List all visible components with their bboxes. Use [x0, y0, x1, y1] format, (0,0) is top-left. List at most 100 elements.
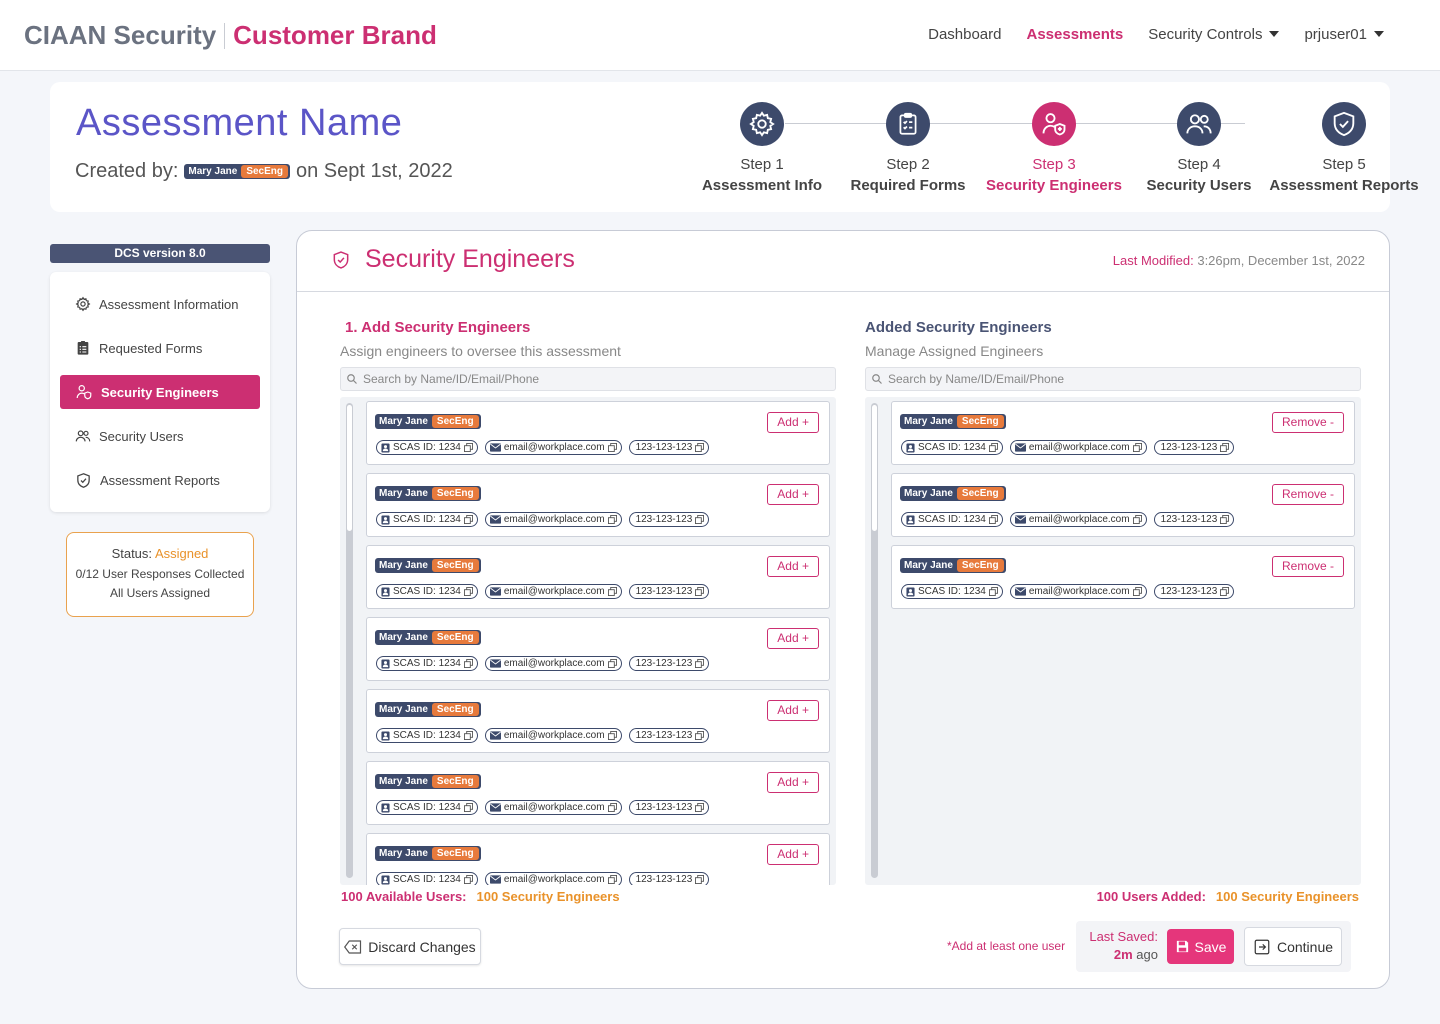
copy-icon [1220, 515, 1230, 524]
save-button[interactable]: Save [1167, 929, 1234, 964]
phone-chip[interactable]: 123-123-123 [628, 512, 710, 527]
email-chip[interactable]: email@workplace.com [1009, 512, 1147, 527]
remove-button[interactable]: Remove - [1271, 412, 1344, 433]
add-button[interactable]: Add + [767, 628, 819, 649]
step-4-label: Security Users [1146, 177, 1252, 194]
email-chip[interactable]: email@workplace.com [484, 728, 622, 743]
sidebar-item-assessment-reports[interactable]: Assessment Reports [60, 463, 260, 497]
step-3[interactable]: Step 3 Security Engineers [979, 102, 1129, 194]
id-chip[interactable]: SCAS ID: 1234 [376, 584, 478, 599]
email-chip[interactable]: email@workplace.com [484, 512, 622, 527]
step-1-label: Assessment Info [701, 177, 823, 194]
person-name: Mary Jane [379, 416, 428, 427]
add-button[interactable]: Add + [767, 556, 819, 577]
status-value: Assigned [154, 546, 209, 561]
scrollbar-thumb[interactable] [872, 405, 877, 531]
copy-icon [988, 443, 998, 452]
mail-icon [489, 587, 501, 596]
added-search-input[interactable]: Search by Name/ID/Email/Phone [865, 367, 1361, 391]
added-list: Mary Jane SecEng Remove - SCAS ID: 1234 emai… [865, 397, 1361, 885]
available-count: 100 Available Users: 100 Security Enginee… [341, 889, 620, 904]
available-count-label: 100 Available Users: [341, 889, 467, 904]
step-4[interactable]: Step 4 Security Users [1124, 102, 1274, 194]
step-5[interactable]: Step 5 Assessment Reports [1269, 102, 1419, 194]
sidebar-item-assessment-information[interactable]: Assessment Information [60, 287, 260, 321]
phone-chip[interactable]: 123-123-123 [628, 656, 710, 671]
step-2[interactable]: Step 2 Required Forms [833, 102, 983, 194]
available-count-value: 100 Security Engineers [476, 889, 620, 904]
nav-assessments[interactable]: Assessments [1026, 26, 1124, 43]
person-details: SCAS ID: 1234 email@workplace.com 123-123-… [901, 512, 1235, 527]
available-search-input[interactable]: Search by Name/ID/Email/Phone [340, 367, 836, 391]
mail-icon [1014, 587, 1026, 596]
phone-chip[interactable]: 123-123-123 [628, 728, 710, 743]
id-chip[interactable]: SCAS ID: 1234 [376, 656, 478, 671]
nav-user-menu[interactable]: prjuser01 [1304, 26, 1384, 43]
phone-chip[interactable]: 123-123-123 [628, 584, 710, 599]
id-chip[interactable]: SCAS ID: 1234 [376, 728, 478, 743]
email-chip[interactable]: email@workplace.com [484, 872, 622, 885]
person-phone: 123-123-123 [635, 442, 693, 453]
id-chip[interactable]: SCAS ID: 1234 [376, 440, 478, 455]
phone-chip[interactable]: 123-123-123 [1153, 440, 1235, 455]
add-button[interactable]: Add + [767, 412, 819, 433]
person-email: email@workplace.com [503, 586, 605, 597]
email-chip[interactable]: email@workplace.com [484, 656, 622, 671]
person-details: SCAS ID: 1234 email@workplace.com 123-123-… [901, 440, 1235, 455]
search-icon [872, 374, 882, 384]
continue-label: Continue [1276, 938, 1334, 955]
copy-icon [1132, 587, 1142, 596]
sidebar-item-security-users[interactable]: Security Users [60, 419, 260, 453]
save-label: Save [1194, 938, 1227, 955]
email-chip[interactable]: email@workplace.com [1009, 440, 1147, 455]
nav-dashboard[interactable]: Dashboard [928, 26, 1002, 43]
scrollbar[interactable] [346, 403, 353, 878]
sidebar-item-requested-forms[interactable]: Requested Forms [60, 331, 260, 365]
id-chip[interactable]: SCAS ID: 1234 [376, 800, 478, 815]
continue-button[interactable]: Continue [1244, 927, 1342, 966]
phone-chip[interactable]: 123-123-123 [1153, 584, 1235, 599]
person-role: SecEng [431, 631, 479, 644]
email-chip[interactable]: email@workplace.com [484, 440, 622, 455]
remove-button[interactable]: Remove - [1271, 556, 1344, 577]
step-4-num: Step 4 [1177, 156, 1221, 173]
last-modified-label: Last Modified: [1112, 253, 1194, 268]
stepper: Step 1 Assessment Info Step 2 Required F… [650, 102, 1419, 202]
step-1[interactable]: Step 1 Assessment Info [687, 102, 837, 194]
id-chip[interactable]: SCAS ID: 1234 [376, 512, 478, 527]
copy-icon [695, 803, 705, 812]
email-chip[interactable]: email@workplace.com [484, 584, 622, 599]
id-badge-icon [381, 587, 390, 596]
add-button[interactable]: Add + [767, 484, 819, 505]
person-tag: Mary Jane SecEng [375, 414, 481, 429]
scrollbar[interactable] [871, 403, 878, 878]
id-chip[interactable]: SCAS ID: 1234 [376, 872, 478, 885]
copy-icon [988, 587, 998, 596]
added-count: 100 Users Added: 100 Security Engineers [1097, 889, 1359, 904]
id-chip[interactable]: SCAS ID: 1234 [901, 584, 1003, 599]
add-button[interactable]: Add + [767, 700, 819, 721]
copy-icon [463, 803, 473, 812]
phone-chip[interactable]: 123-123-123 [628, 800, 710, 815]
person-phone: 123-123-123 [635, 658, 693, 669]
phone-chip[interactable]: 123-123-123 [1153, 512, 1235, 527]
email-chip[interactable]: email@workplace.com [1009, 584, 1147, 599]
scrollbar-thumb[interactable] [347, 405, 352, 531]
sidebar-item-security-engineers[interactable]: Security Engineers [60, 375, 260, 409]
id-chip[interactable]: SCAS ID: 1234 [901, 440, 1003, 455]
shield-check-icon [1322, 102, 1366, 146]
add-button[interactable]: Add + [767, 772, 819, 793]
person-role: SecEng [956, 559, 1004, 572]
person-tag: Mary Jane SecEng [900, 414, 1006, 429]
discard-changes-button[interactable]: Discard Changes [339, 928, 481, 965]
nav-security-controls[interactable]: Security Controls [1148, 26, 1280, 43]
person-role: SecEng [956, 487, 1004, 500]
user-shield-icon [1032, 102, 1076, 146]
email-chip[interactable]: email@workplace.com [484, 800, 622, 815]
id-chip[interactable]: SCAS ID: 1234 [901, 512, 1003, 527]
remove-button[interactable]: Remove - [1271, 484, 1344, 505]
add-button[interactable]: Add + [767, 844, 819, 865]
phone-chip[interactable]: 123-123-123 [628, 872, 710, 885]
phone-chip[interactable]: 123-123-123 [628, 440, 710, 455]
brand-logo[interactable]: CIAAN Security Customer Brand [24, 20, 437, 51]
